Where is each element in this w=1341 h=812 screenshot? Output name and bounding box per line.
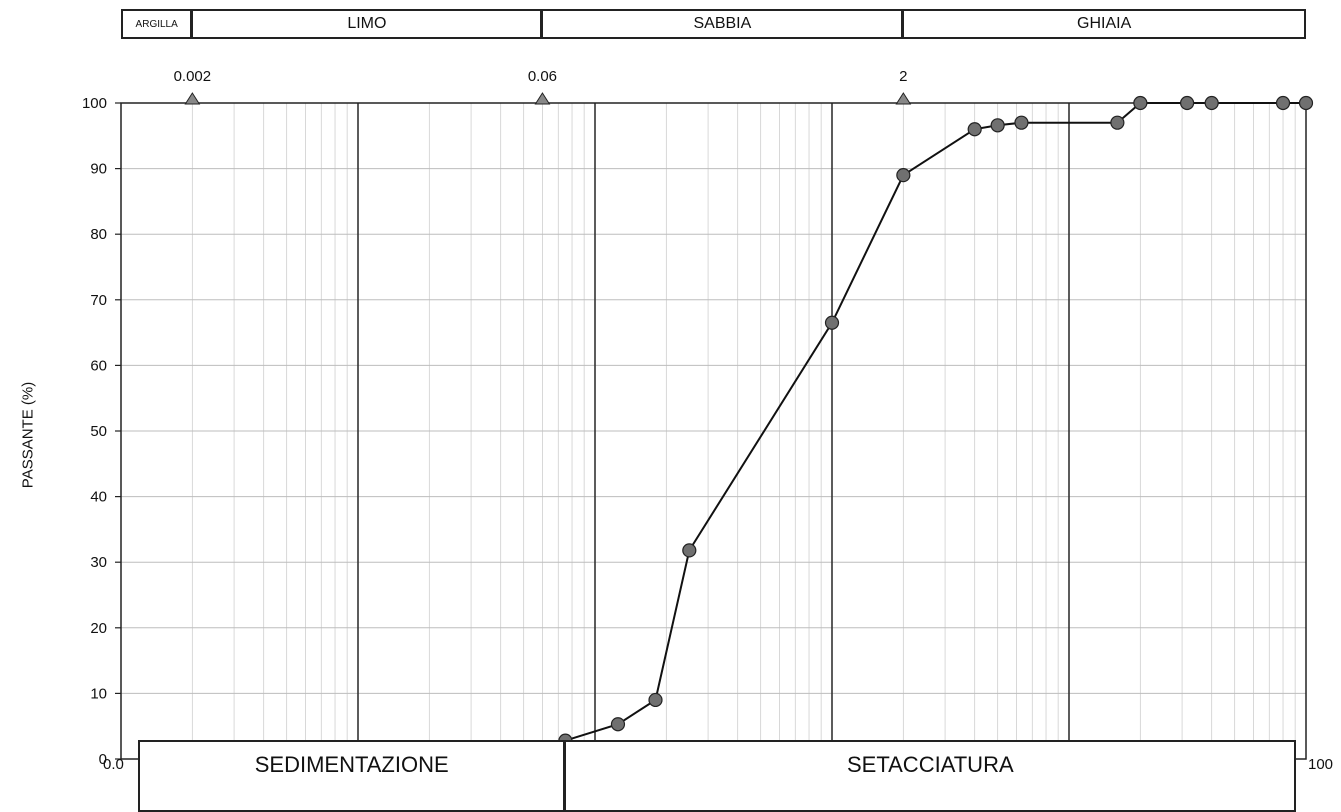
y-tick-label: 70 <box>90 292 107 309</box>
y-tick-label: 0 <box>99 751 107 768</box>
major-grid <box>357 103 1070 759</box>
y-tick-label: 100 <box>82 95 107 112</box>
data-point <box>610 717 626 732</box>
x-tick-label: 0.0 <box>103 756 124 773</box>
method-sedimentazione: SEDIMENTAZIONE <box>138 740 566 812</box>
y-axis-label: PASSANTE (%) <box>19 381 37 489</box>
y-tick-label: 10 <box>90 685 107 702</box>
boundary-markers: 0.002 0.06 2 <box>174 68 912 761</box>
data-point <box>1133 95 1148 111</box>
x-tick-label: 100 <box>1308 756 1333 773</box>
series-line <box>565 102 1306 742</box>
data-point <box>1275 95 1291 111</box>
data-points <box>558 95 1314 748</box>
y-tick-label: 90 <box>90 161 107 178</box>
soil-band-limo: LIMO <box>191 9 543 39</box>
boundary-marker-label: 0.06 <box>528 68 557 85</box>
minor-grid <box>121 103 1306 759</box>
soil-band-ghiaia: GHIAIA <box>902 9 1306 39</box>
boundary-marker-label: 2 <box>899 68 907 85</box>
data-point <box>967 122 982 137</box>
data-point <box>990 118 1005 133</box>
boundary-marker-label: 0.002 <box>174 68 212 85</box>
y-tick-label: 60 <box>90 357 107 374</box>
data-point <box>1298 95 1314 111</box>
data-point <box>682 543 697 558</box>
data-point <box>896 168 911 183</box>
y-axis-ticks: 0 10 20 30 40 50 60 70 80 90 100 <box>82 95 121 768</box>
soil-band-argilla: ARGILLA <box>121 9 193 39</box>
boundary-marker <box>895 92 912 105</box>
y-tick-label: 50 <box>90 423 107 440</box>
method-setacciatura: SETACCIATURA <box>564 740 1297 812</box>
y-tick-label: 40 <box>90 489 107 506</box>
y-tick-label: 80 <box>90 226 107 243</box>
data-point <box>824 315 840 330</box>
boundary-marker <box>534 92 551 105</box>
series-line-group <box>565 102 1306 742</box>
y-tick-label: 20 <box>90 620 107 637</box>
data-point <box>1179 95 1195 111</box>
x-axis-ticks: 0.0 100 <box>103 756 1333 773</box>
data-point <box>1110 115 1125 130</box>
y-tick-label: 30 <box>90 554 107 571</box>
data-point <box>1014 115 1029 130</box>
data-point <box>648 692 663 708</box>
soil-band-sabbia: SABBIA <box>541 9 904 39</box>
boundary-marker <box>184 92 201 105</box>
data-point <box>1204 95 1219 111</box>
